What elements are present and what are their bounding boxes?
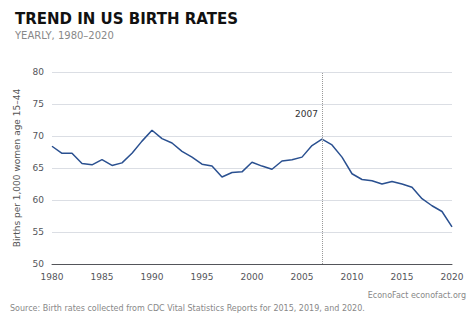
- svg-text:75: 75: [33, 99, 44, 109]
- svg-text:80: 80: [33, 67, 45, 77]
- svg-text:55: 55: [33, 227, 44, 237]
- svg-text:Source: Birth rates collected: Source: Birth rates collected from CDC V…: [10, 304, 365, 313]
- svg-text:60: 60: [33, 195, 45, 205]
- svg-text:EconoFact econofact.org: EconoFact econofact.org: [368, 291, 466, 300]
- svg-text:2010: 2010: [341, 272, 364, 282]
- svg-text:Births per 1,000 women age 15–: Births per 1,000 women age 15–44: [12, 89, 22, 248]
- svg-text:1985: 1985: [91, 272, 114, 282]
- svg-text:1980: 1980: [41, 272, 64, 282]
- svg-text:1990: 1990: [141, 272, 164, 282]
- svg-text:2015: 2015: [391, 272, 414, 282]
- svg-text:2000: 2000: [241, 272, 264, 282]
- svg-text:2020: 2020: [441, 272, 464, 282]
- svg-text:50: 50: [33, 259, 45, 269]
- svg-text:65: 65: [33, 163, 44, 173]
- svg-text:YEARLY, 1980–2020: YEARLY, 1980–2020: [14, 30, 114, 41]
- svg-text:2007: 2007: [295, 109, 318, 119]
- svg-text:70: 70: [33, 131, 45, 141]
- svg-text:1995: 1995: [191, 272, 214, 282]
- svg-text:2005: 2005: [291, 272, 314, 282]
- svg-text:TREND IN US BIRTH RATES: TREND IN US BIRTH RATES: [15, 10, 238, 28]
